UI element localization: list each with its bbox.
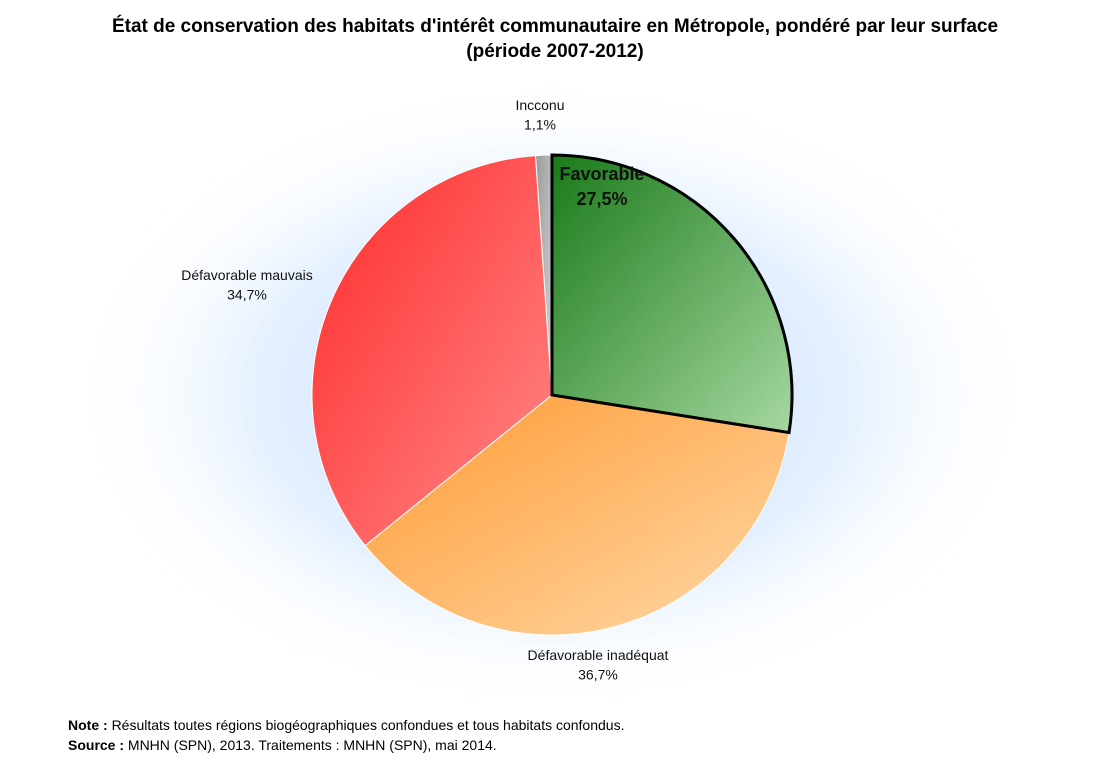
slice-label: Défavorable inadéquat	[528, 647, 669, 663]
pie-slice-favorable	[550, 153, 794, 435]
note-label: Note :	[68, 717, 108, 733]
chart-subtitle: (période 2007-2012)	[466, 41, 644, 62]
slice-value-label: 27,5%	[576, 189, 627, 209]
note-text: Résultats toutes régions biogéographique…	[111, 717, 625, 733]
pie-slice-défavorable-mauvais	[311, 155, 553, 547]
slice-value-label: 34,7%	[227, 287, 267, 303]
source-label: Source :	[68, 737, 125, 753]
slice-value-label: 1,1%	[524, 117, 556, 133]
source-text: MNHN (SPN), 2013. Traitements : MNHN (SP…	[127, 737, 497, 753]
pie-slice-défavorable-inadéquat	[364, 394, 790, 636]
source-line: Source : MNHN (SPN), 2013. Traitements :…	[68, 735, 624, 755]
slice-label: Défavorable mauvais	[181, 267, 313, 283]
chart-title: État de conservation des habitats d'inté…	[0, 14, 1110, 64]
chart-title-line: État de conservation des habitats d'inté…	[111, 16, 999, 37]
slice-value-label: 36,7%	[578, 667, 618, 683]
slice-label: Incconu	[515, 97, 564, 113]
slice-label: Favorable	[559, 164, 644, 184]
footnote: Note : Résultats toutes régions biogéogr…	[68, 715, 624, 755]
note-line: Note : Résultats toutes régions biogéogr…	[68, 715, 624, 735]
